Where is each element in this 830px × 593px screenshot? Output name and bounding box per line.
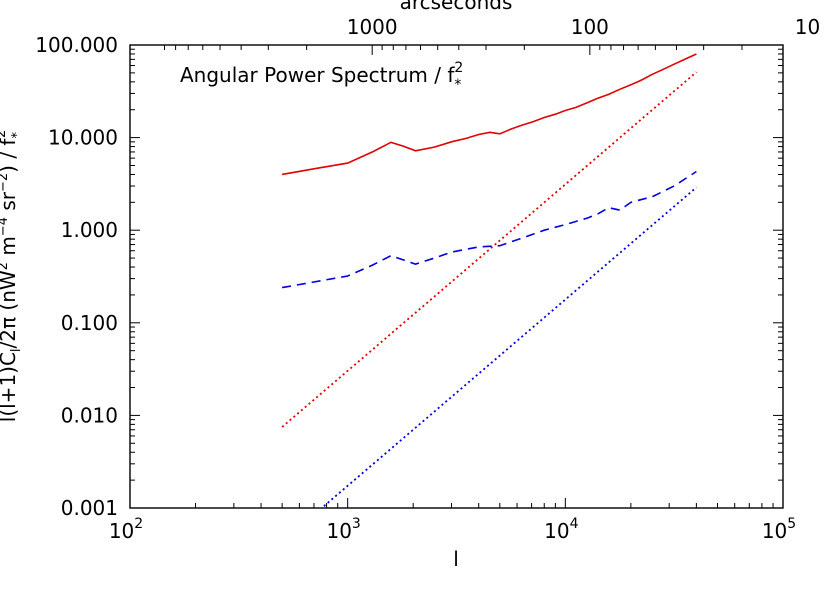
series-group [281, 53, 697, 508]
y-tick-label: 10.000 [48, 126, 118, 150]
top-tick-labels: 1000 100 10 [347, 15, 821, 39]
x-tick-label: 104 [544, 516, 578, 543]
chart-title: Angular Power Spectrum / f*2 [180, 60, 463, 93]
top-tick-label: 10 [795, 15, 820, 39]
x-tick-labels: 102 103 104 105 [109, 516, 796, 543]
y-tick-label: 0.010 [61, 403, 118, 427]
series-line-1-solid [281, 53, 697, 176]
title-subscript: * [454, 77, 461, 93]
top-tick-label: 1000 [347, 15, 398, 39]
x-axis-label: l [453, 547, 459, 571]
x-tick-label: 102 [109, 516, 143, 543]
y-axis-label: l(l+1)Cl/2π (nW2 m−4 sr−2) / f*2 [0, 130, 25, 422]
series-line-4-dotted [320, 186, 697, 508]
y-tick-label: 0.100 [61, 311, 118, 335]
series-line-2-dashed [281, 170, 697, 289]
y-tick-label: 100.000 [35, 33, 118, 57]
top-axis-label: arcseconds [400, 0, 513, 14]
major-ticks [129, 44, 784, 509]
title-superscript: 2 [454, 60, 463, 76]
x-tick-label: 105 [762, 516, 796, 543]
y-tick-label: 0.001 [61, 496, 118, 520]
y-tick-labels: 0.001 0.010 0.100 1.000 10.000 100.000 [35, 33, 118, 520]
top-tick-label: 100 [571, 15, 609, 39]
y-tick-label: 1.000 [61, 218, 118, 242]
plot-frame [129, 44, 784, 509]
minor-ticks [130, 45, 783, 508]
series-line-3-dotted [281, 71, 697, 428]
x-tick-label: 103 [326, 516, 360, 543]
